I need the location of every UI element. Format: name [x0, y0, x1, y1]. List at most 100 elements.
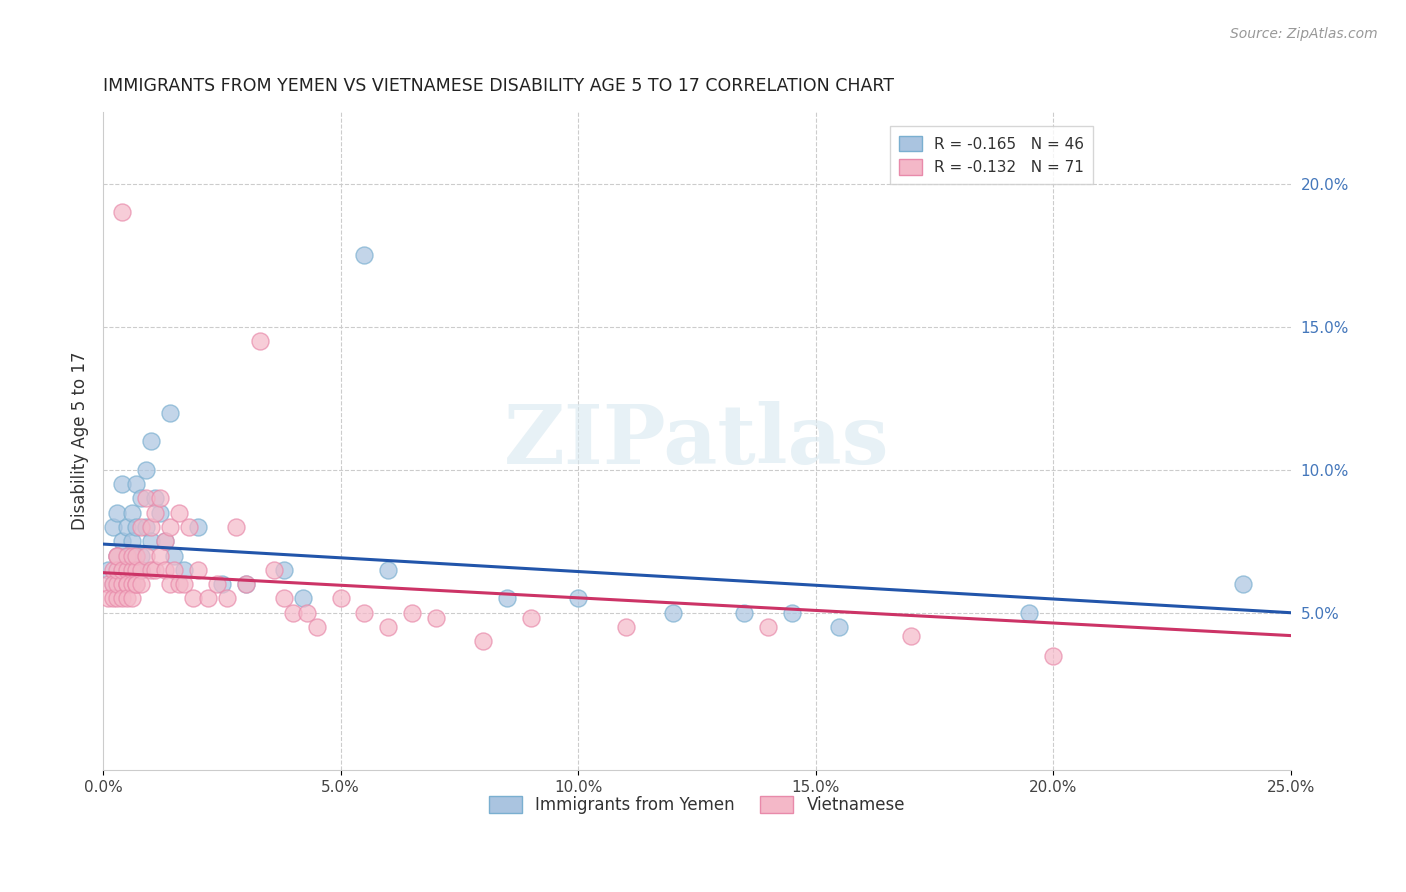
Text: ZIPatlas: ZIPatlas	[505, 401, 890, 481]
Point	[125, 577, 148, 591]
Point	[297, 606, 319, 620]
Point	[115, 520, 138, 534]
Point	[1232, 577, 1254, 591]
Point	[159, 577, 181, 591]
Point	[125, 477, 148, 491]
Point	[614, 620, 637, 634]
Point	[111, 534, 134, 549]
Y-axis label: Disability Age 5 to 17: Disability Age 5 to 17	[72, 351, 89, 531]
Point	[111, 563, 134, 577]
Point	[101, 591, 124, 606]
Point	[153, 563, 176, 577]
Point	[225, 520, 247, 534]
Point	[187, 520, 209, 534]
Point	[163, 563, 186, 577]
Point	[167, 577, 190, 591]
Point	[121, 563, 143, 577]
Point	[125, 563, 148, 577]
Point	[377, 620, 399, 634]
Point	[135, 549, 157, 563]
Point	[153, 534, 176, 549]
Point	[115, 577, 138, 591]
Point	[211, 577, 233, 591]
Point	[111, 591, 134, 606]
Point	[173, 563, 195, 577]
Point	[125, 577, 148, 591]
Point	[105, 549, 128, 563]
Point	[139, 434, 162, 449]
Point	[129, 563, 152, 577]
Point	[263, 563, 285, 577]
Point	[273, 591, 295, 606]
Point	[125, 549, 148, 563]
Point	[205, 577, 228, 591]
Point	[329, 591, 352, 606]
Point	[281, 606, 304, 620]
Point	[121, 534, 143, 549]
Point	[115, 563, 138, 577]
Point	[173, 577, 195, 591]
Point	[1018, 606, 1040, 620]
Point	[135, 520, 157, 534]
Point	[401, 606, 423, 620]
Point	[121, 563, 143, 577]
Point	[101, 520, 124, 534]
Point	[125, 549, 148, 563]
Point	[163, 549, 186, 563]
Point	[129, 563, 152, 577]
Point	[121, 549, 143, 563]
Point	[105, 549, 128, 563]
Point	[105, 506, 128, 520]
Legend: Immigrants from Yemen, Vietnamese: Immigrants from Yemen, Vietnamese	[482, 789, 912, 821]
Point	[115, 549, 138, 563]
Point	[115, 563, 138, 577]
Point	[129, 549, 152, 563]
Point	[149, 506, 172, 520]
Point	[353, 606, 375, 620]
Point	[828, 620, 851, 634]
Point	[125, 563, 148, 577]
Point	[115, 591, 138, 606]
Point	[235, 577, 257, 591]
Point	[197, 591, 219, 606]
Point	[101, 563, 124, 577]
Point	[105, 591, 128, 606]
Point	[900, 629, 922, 643]
Point	[115, 549, 138, 563]
Point	[111, 477, 134, 491]
Point	[129, 491, 152, 506]
Point	[353, 248, 375, 262]
Point	[111, 563, 134, 577]
Point	[115, 577, 138, 591]
Point	[105, 549, 128, 563]
Point	[97, 563, 120, 577]
Point	[135, 491, 157, 506]
Point	[187, 563, 209, 577]
Point	[149, 491, 172, 506]
Point	[111, 205, 134, 219]
Point	[97, 577, 120, 591]
Point	[97, 591, 120, 606]
Point	[121, 577, 143, 591]
Point	[472, 634, 495, 648]
Point	[101, 577, 124, 591]
Point	[139, 520, 162, 534]
Point	[780, 606, 803, 620]
Point	[145, 491, 167, 506]
Point	[149, 549, 172, 563]
Point	[496, 591, 519, 606]
Point	[139, 563, 162, 577]
Point	[177, 520, 200, 534]
Point	[139, 534, 162, 549]
Point	[129, 577, 152, 591]
Point	[1042, 648, 1064, 663]
Text: IMMIGRANTS FROM YEMEN VS VIETNAMESE DISABILITY AGE 5 TO 17 CORRELATION CHART: IMMIGRANTS FROM YEMEN VS VIETNAMESE DISA…	[103, 78, 894, 95]
Point	[159, 520, 181, 534]
Point	[167, 506, 190, 520]
Point	[425, 611, 447, 625]
Point	[733, 606, 755, 620]
Point	[129, 520, 152, 534]
Point	[145, 506, 167, 520]
Point	[377, 563, 399, 577]
Point	[662, 606, 685, 620]
